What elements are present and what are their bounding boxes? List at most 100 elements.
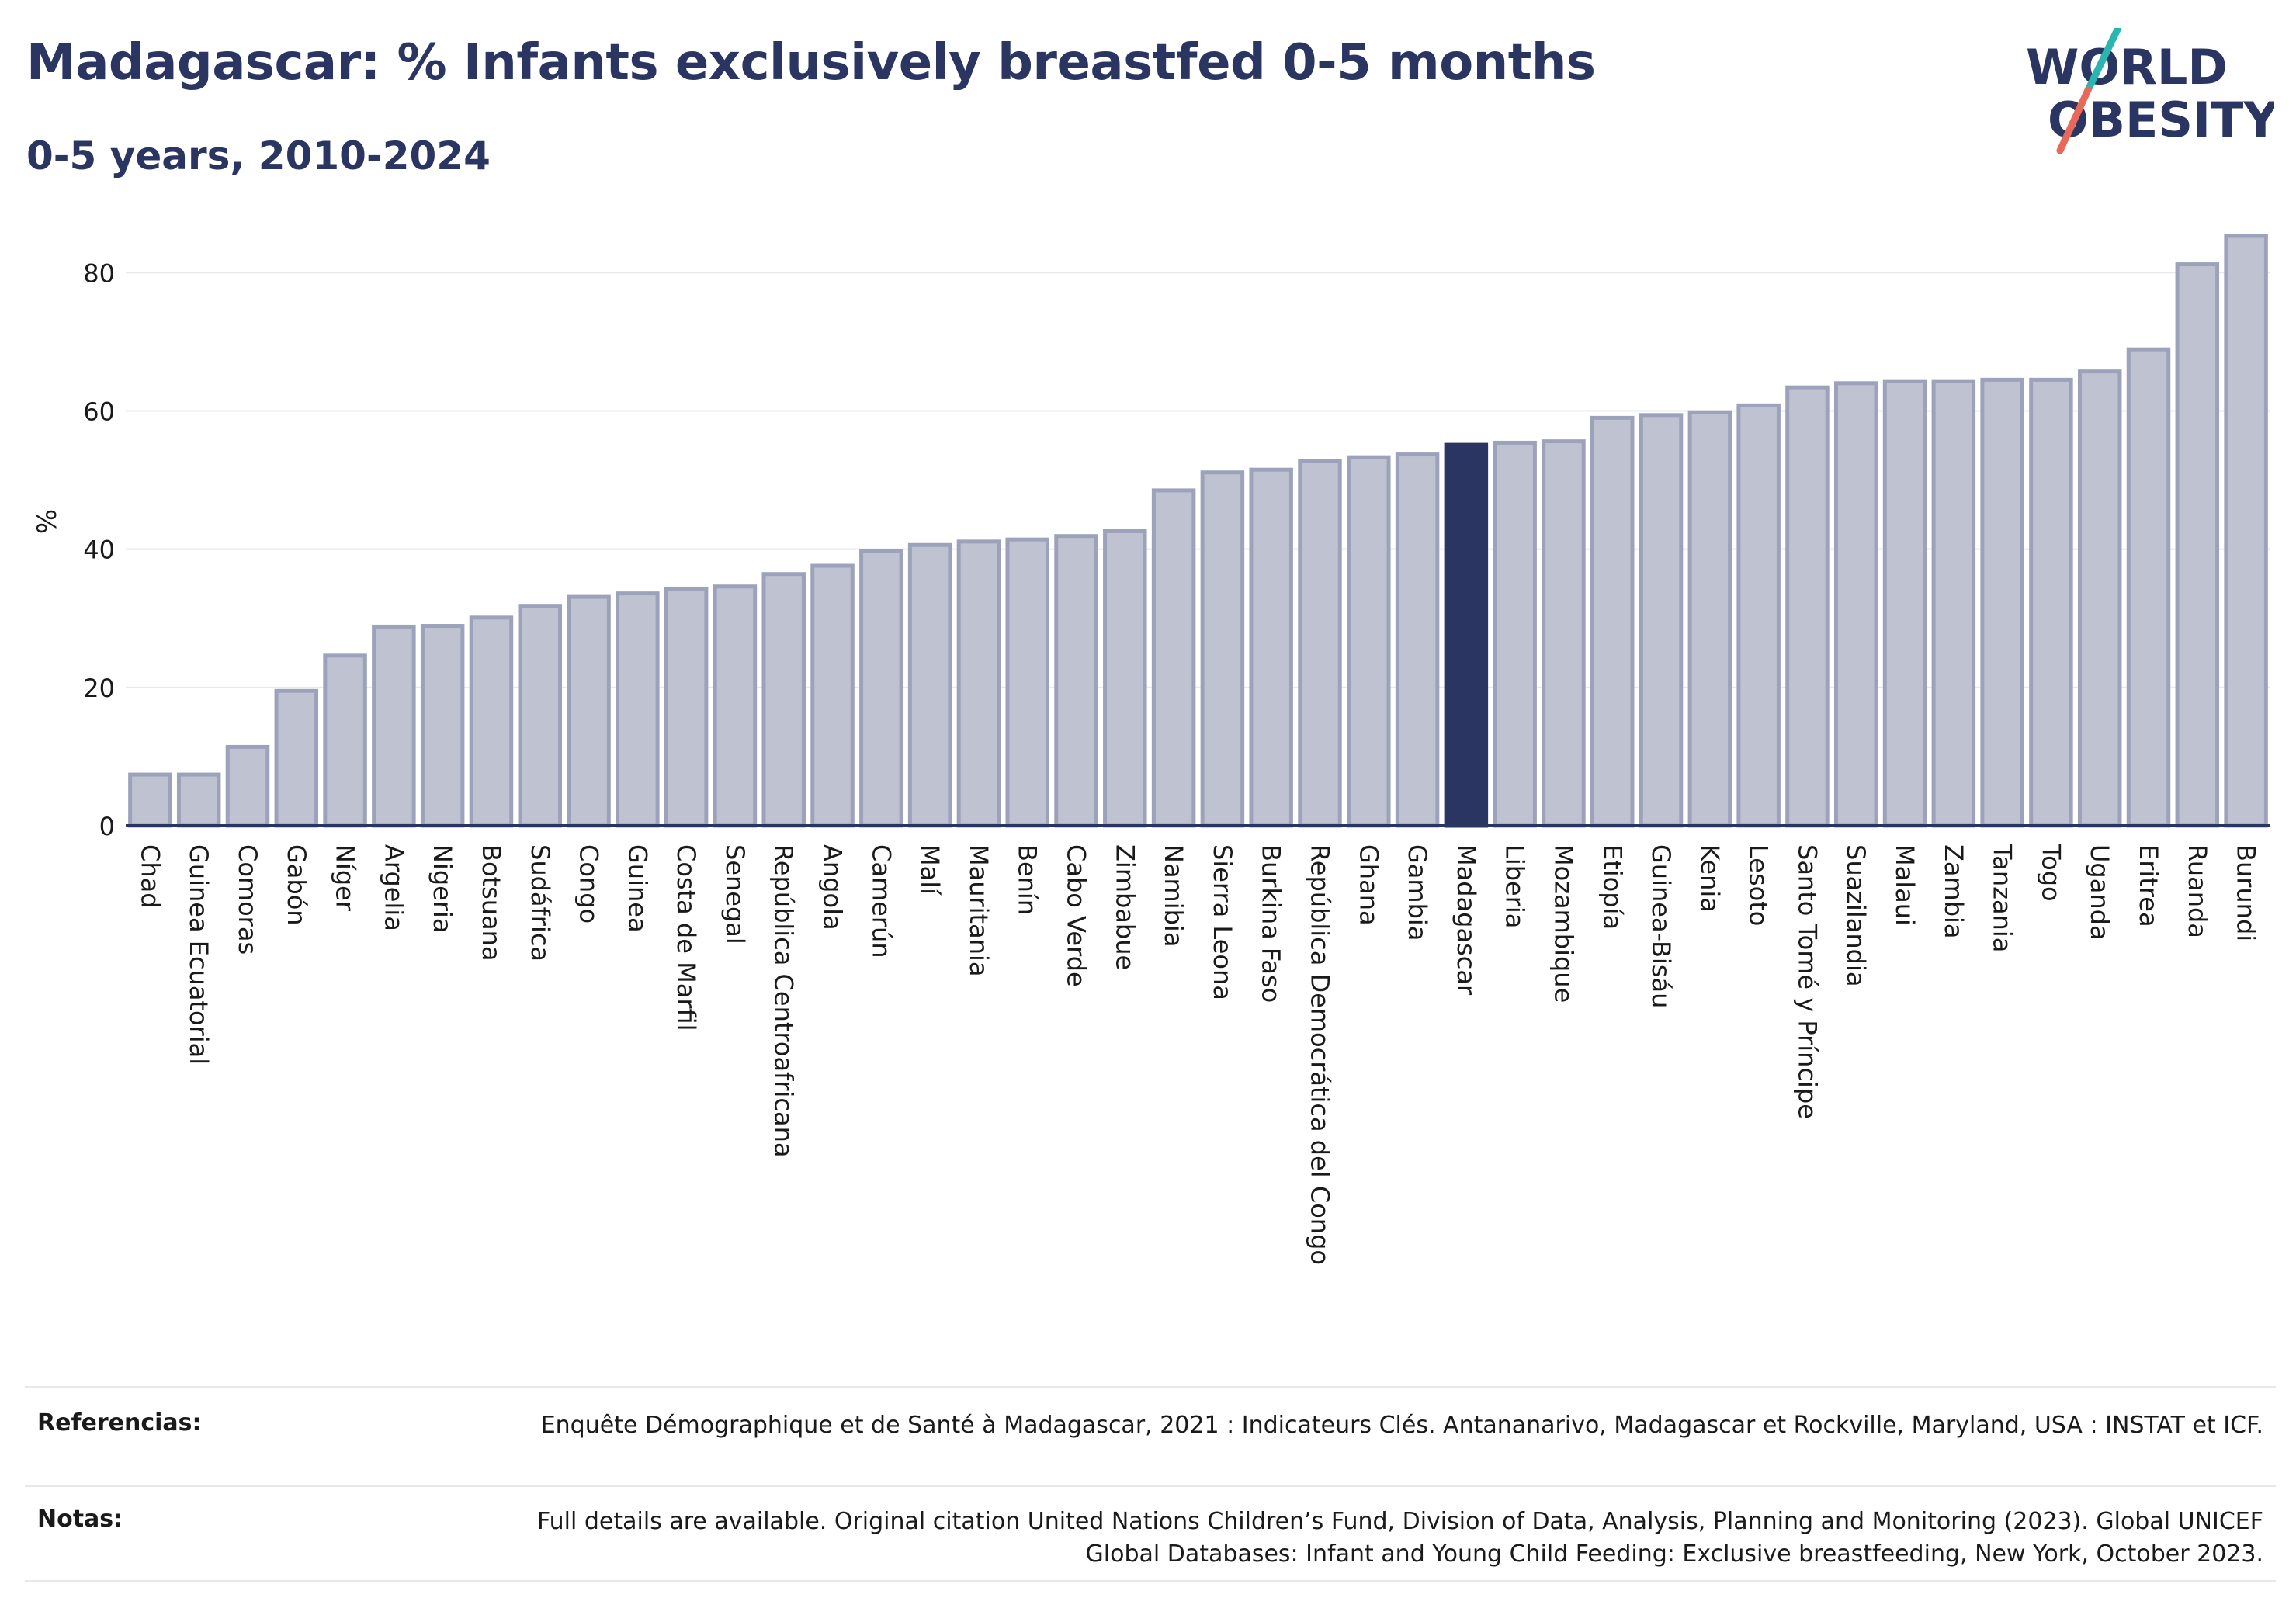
x-tick-label: Comoras: [233, 844, 262, 955]
x-tick-label: Namibia: [1159, 844, 1188, 947]
x-tick-label: Gabón: [282, 844, 311, 926]
bar: [2224, 234, 2268, 828]
x-tick-label: Liberia: [1500, 844, 1530, 928]
x-tick-label: Mozambique: [1549, 844, 1578, 1003]
bar: [518, 604, 563, 828]
x-tick-label: Chad: [135, 844, 165, 909]
x-tick-label: Suazilandia: [1841, 844, 1871, 986]
footer-divider-middle: [25, 1485, 2276, 1487]
bar-chart: 0 20 40 60 80 Chad Guinea Ecuatorial Comoras Ga…: [32, 234, 2270, 1265]
logo-slash-teal: [2084, 28, 2121, 94]
bar: [1639, 413, 1684, 828]
bar: [664, 586, 709, 828]
bar: [2175, 262, 2220, 828]
bar: [469, 615, 514, 828]
x-tick-label: Zambia: [1939, 844, 1968, 939]
x-tick-label: Senegal: [720, 844, 750, 944]
bar: [859, 549, 903, 828]
bar: [1882, 379, 1927, 828]
bar: [956, 539, 1001, 828]
y-tick-label: 40: [83, 535, 115, 565]
bar: [1054, 534, 1098, 828]
bar: [567, 594, 611, 828]
x-tick-label: Burundi: [2232, 844, 2261, 941]
bar: [1395, 452, 1440, 828]
y-axis-ticks: 0 20 40 60 80: [83, 258, 115, 841]
y-tick-label: 0: [99, 812, 115, 841]
bar: [1542, 439, 1586, 828]
x-tick-label: Malaui: [1890, 844, 1920, 926]
bar: [713, 584, 758, 828]
bar: [1347, 455, 1391, 828]
x-tick-label: Etiopía: [1597, 844, 1627, 930]
x-tick-label: Angola: [818, 844, 848, 931]
x-tick-label: Níger: [331, 844, 360, 912]
bar: [1444, 442, 1489, 828]
y-tick-label: 80: [83, 258, 115, 288]
x-tick-label: Guinea-Bisáu: [1646, 844, 1676, 1008]
bar: [761, 572, 806, 828]
bar: [420, 624, 465, 828]
bar: [1200, 470, 1245, 828]
x-tick-label: Madagascar: [1451, 844, 1481, 996]
bar: [1980, 377, 2024, 828]
x-tick-label: República Democrática del Congo: [1305, 844, 1334, 1265]
bar: [1151, 488, 1196, 828]
x-tick-label: Zimbabue: [1110, 844, 1139, 970]
logo-word-1: WORLD: [2026, 39, 2228, 95]
footer-divider-bottom: [25, 1580, 2276, 1582]
bar: [225, 744, 270, 828]
bar: [2126, 347, 2171, 828]
x-tick-label: República Centroafricana: [769, 844, 799, 1157]
x-tick-label: Cabo Verde: [1062, 844, 1091, 987]
x-tick-label: Congo: [574, 844, 604, 924]
notes-row: Notas: Full details are available. Origi…: [25, 1487, 2276, 1580]
y-axis-label: %: [32, 509, 63, 534]
bar: [128, 772, 172, 828]
bar: [372, 624, 416, 828]
x-tick-label: Mauritania: [964, 844, 994, 976]
bar: [1493, 440, 1537, 828]
x-tick-label: Sierra Leona: [1208, 844, 1237, 1000]
x-tick-label: Gambia: [1403, 844, 1432, 941]
bar: [1005, 537, 1049, 828]
bar: [1590, 415, 1635, 828]
bar: [616, 591, 660, 828]
x-tick-label: Benín: [1013, 844, 1042, 915]
x-tick-label: Burkina Faso: [1257, 844, 1286, 1003]
x-tick-label: Lesoto: [1744, 844, 1774, 926]
bar: [176, 772, 221, 828]
x-tick-label: Argelia: [379, 844, 408, 931]
bar: [1103, 529, 1147, 828]
x-tick-label: Sudáfrica: [525, 844, 555, 962]
x-tick-label: Ruanda: [2183, 844, 2212, 938]
x-tick-label: Eritrea: [2134, 844, 2163, 927]
bar: [1785, 385, 1830, 828]
bar: [274, 688, 319, 828]
y-tick-label: 60: [83, 397, 115, 426]
x-tick-label: Malí: [915, 844, 945, 896]
bar: [2029, 377, 2073, 828]
bar: [907, 542, 952, 828]
x-tick-label: Santo Tomé y Príncipe: [1792, 844, 1822, 1119]
bar: [1833, 381, 1878, 828]
x-axis-ticks: Chad Guinea Ecuatorial Comoras Gabón Níger Ar…: [135, 844, 2260, 1265]
notes-text: Full details are available. Original cit…: [537, 1508, 2263, 1568]
references-row: Referencias: Enquête Démographique et de…: [25, 1388, 2276, 1485]
logo-slash-coral: [2056, 86, 2092, 154]
x-tick-label: Nigeria: [428, 844, 457, 933]
chart-title: Madagascar: % Infants exclusively breast…: [26, 34, 1596, 92]
x-tick-label: Togo: [2036, 844, 2065, 902]
chart-subtitle: 0-5 years, 2010-2024: [26, 133, 491, 178]
x-tick-label: Kenia: [1695, 844, 1725, 913]
notes-label: Notas:: [37, 1506, 123, 1533]
x-tick-label: Guinea Ecuatorial: [184, 844, 213, 1065]
bar: [1736, 403, 1781, 828]
y-tick-label: 20: [83, 674, 115, 703]
bar: [1931, 379, 1976, 828]
footer-divider-top: [25, 1386, 2276, 1388]
x-tick-label: Guinea: [623, 844, 652, 933]
world-obesity-logo: WORLD OBESITY: [2026, 28, 2274, 154]
bar: [323, 653, 367, 828]
bar: [1298, 459, 1342, 828]
